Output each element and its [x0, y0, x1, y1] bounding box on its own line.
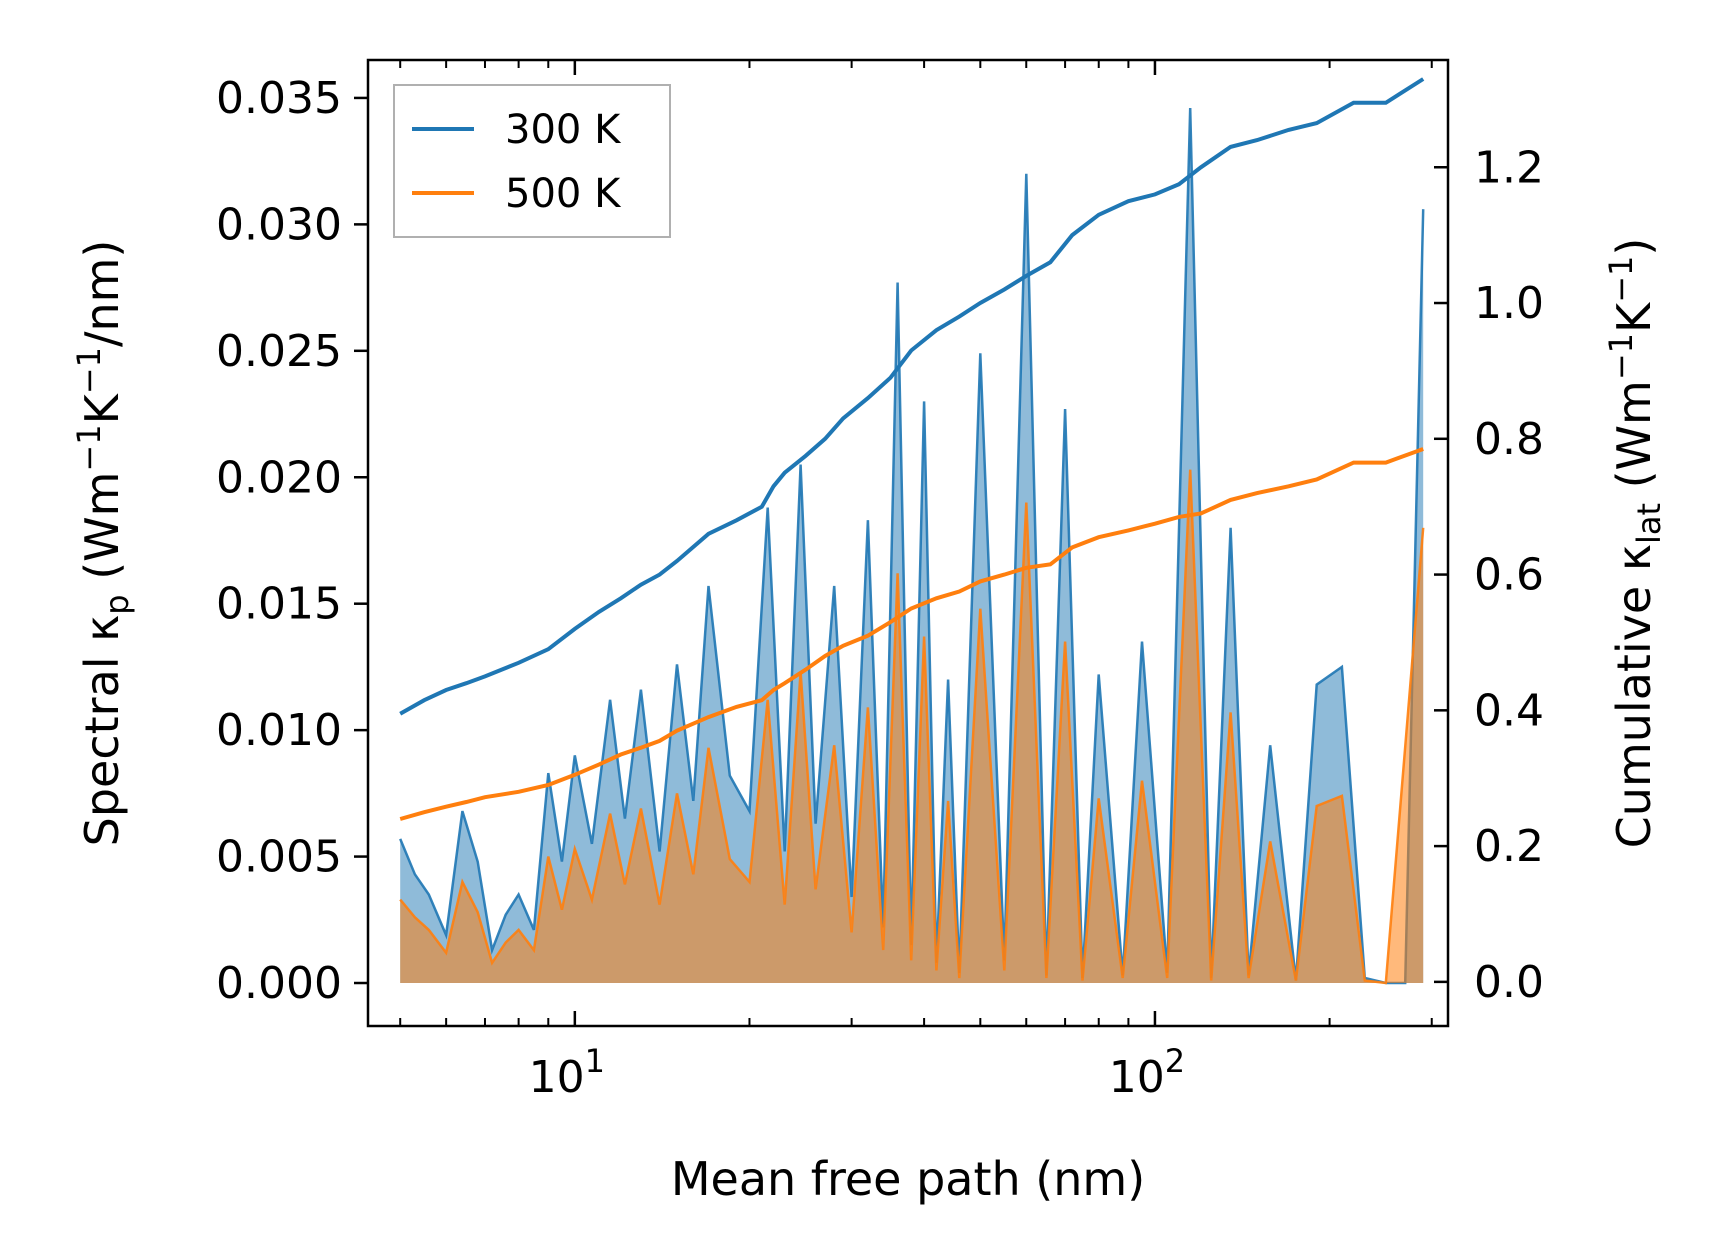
- x-tick-label-exponent: 1: [585, 1042, 605, 1080]
- legend: 300 K 500 K: [393, 84, 671, 238]
- cumulative-line-0: [399, 77, 1425, 716]
- y-right-tick-label: 0.6: [1474, 550, 1544, 601]
- y-right-tick-label: 0.0: [1474, 957, 1544, 1008]
- y-left-tick-label: 0.030: [216, 199, 342, 250]
- x-tick-label: 101: [529, 1042, 605, 1103]
- x-tick-label-exponent: 2: [1165, 1042, 1185, 1080]
- cumulative-line-1: [399, 447, 1424, 821]
- axis-ticks: [354, 60, 1448, 1026]
- y-left-tick-label: 0.015: [216, 579, 342, 630]
- x-tick-label-base: 10: [529, 1052, 585, 1103]
- y-axis-label-left: Spectral κp (Wm−1K−1/nm): [70, 240, 136, 847]
- y-right-tick-label: 1.0: [1474, 278, 1544, 329]
- spectral-area-1: [400, 469, 1424, 983]
- x-tick-label: 102: [1109, 1042, 1185, 1103]
- y-axis-label-right: Cumulative κlat (Wm−1K−1): [1602, 238, 1668, 849]
- y-left-tick-label: 0.010: [216, 705, 342, 756]
- spectral-line-1: [399, 469, 1425, 985]
- legend-label-300k: 300 K: [505, 107, 622, 153]
- y-left-tick-label: 0.035: [216, 73, 342, 124]
- axes-frame: [366, 58, 1450, 1028]
- legend-label-500k: 500 K: [505, 171, 622, 217]
- y-left-tick-label: 0.025: [216, 326, 342, 377]
- legend-box: [393, 84, 671, 238]
- x-axis-label: Mean free path (nm): [671, 1152, 1145, 1206]
- plot-area: [399, 77, 1425, 985]
- tick-labels: 0.0000.0050.0100.0150.0200.0250.0300.035…: [216, 73, 1544, 1103]
- y-right-tick-label: 0.2: [1474, 821, 1544, 872]
- y-right-tick-label: 1.2: [1474, 142, 1544, 193]
- x-tick-label-base: 10: [1109, 1052, 1165, 1103]
- y-left-tick-label: 0.020: [216, 452, 342, 503]
- y-left-tick-label: 0.000: [216, 958, 342, 1009]
- y-left-tick-label: 0.005: [216, 832, 342, 883]
- y-right-tick-label: 0.4: [1474, 685, 1544, 736]
- spectral-line-0: [399, 107, 1425, 985]
- y-right-tick-label: 0.8: [1474, 414, 1544, 465]
